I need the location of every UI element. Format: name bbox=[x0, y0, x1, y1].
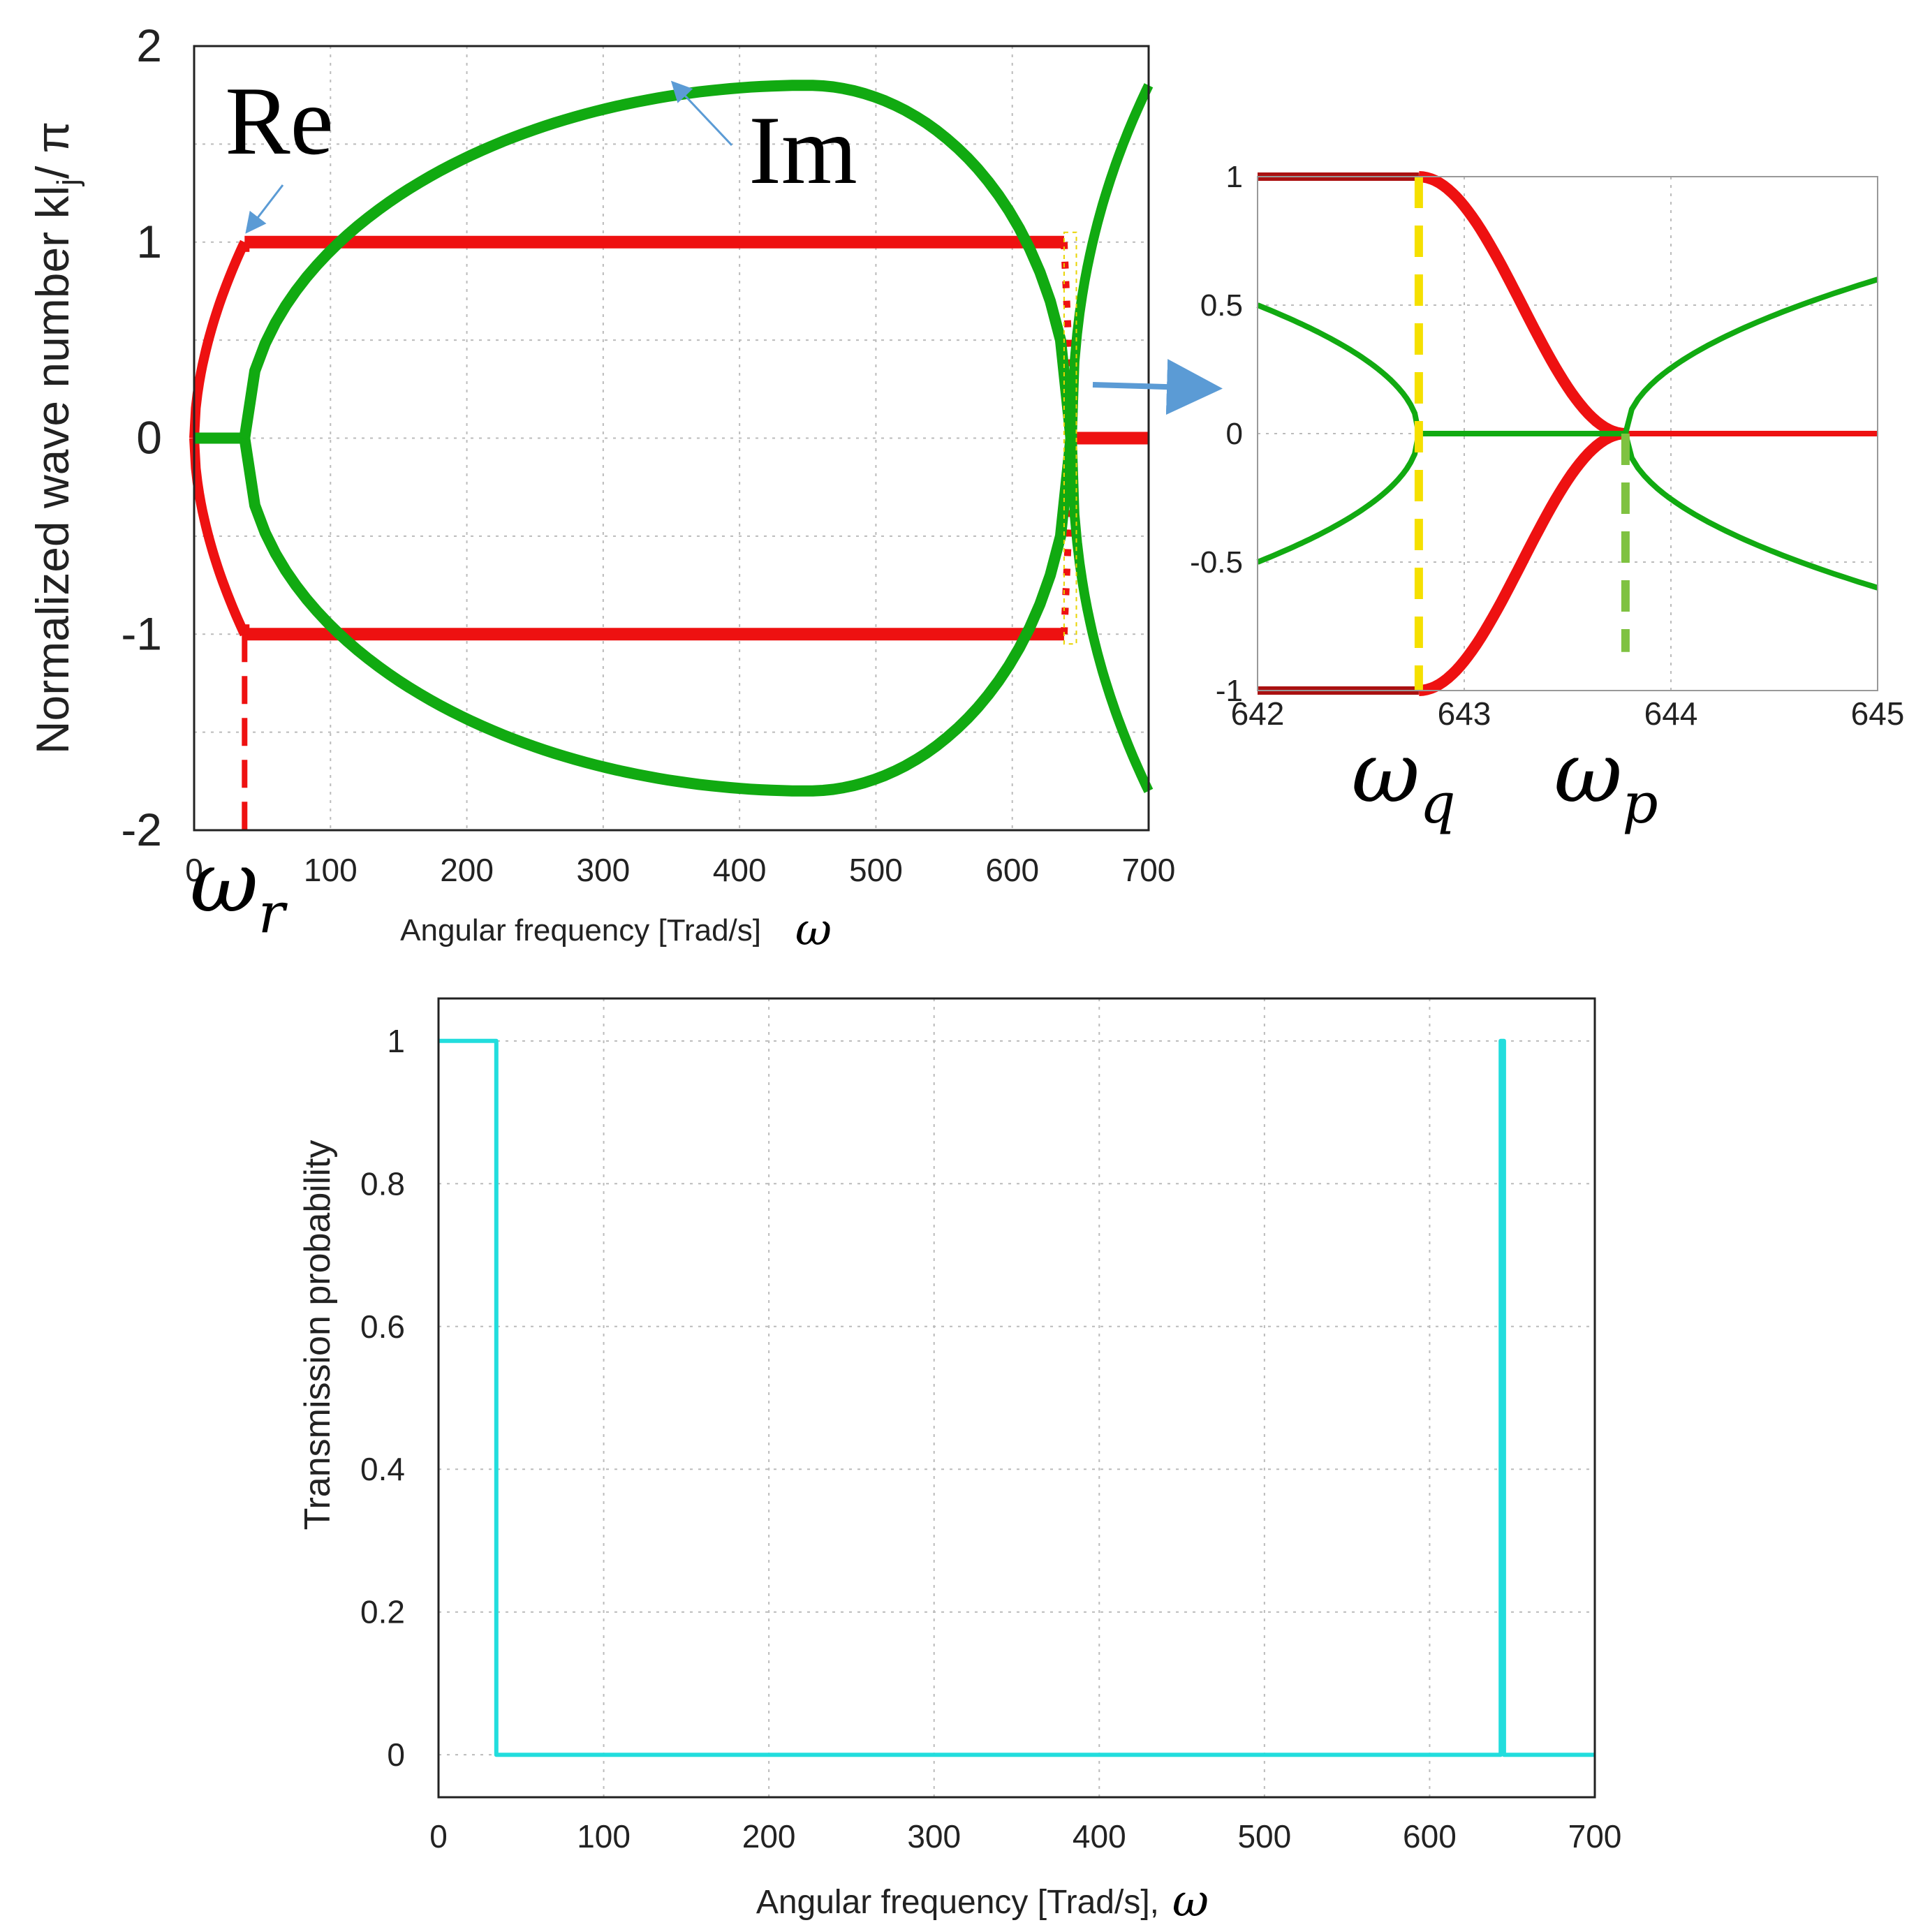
dispersion-x-tick-500: 500 bbox=[849, 852, 903, 888]
dispersion-series bbox=[189, 80, 1154, 830]
transmission-x-tick-400: 400 bbox=[1073, 1818, 1126, 1854]
im-annotation-arrow bbox=[670, 80, 733, 147]
transmission-y-tick-0.4: 0.4 bbox=[360, 1451, 405, 1487]
zoom-y-tick--0.5: -0.5 bbox=[1190, 545, 1243, 580]
dispersion-x-tick-100: 100 bbox=[304, 852, 358, 888]
dispersion-x-tick-0: 0 bbox=[185, 852, 203, 888]
omega-q-label: ωq bbox=[1351, 725, 1455, 836]
dispersion-y-tick-1: 1 bbox=[136, 216, 162, 267]
dispersion-x-axis-symbol: ω bbox=[795, 904, 832, 956]
transmission-y-ticks: 1 0.8 0.6 0.4 0.2 0 bbox=[360, 1023, 405, 1773]
transmission-x-axis-symbol: ω bbox=[1172, 1875, 1209, 1927]
dispersion-y-tick--1: -1 bbox=[121, 607, 162, 659]
zoom-y-tick-0.5: 0.5 bbox=[1200, 288, 1243, 323]
zoom-plot-frame bbox=[1257, 176, 1878, 691]
zoom-y-ticks: 1 0.5 0 -0.5 -1 bbox=[1190, 160, 1243, 708]
transmission-y-tick-0: 0 bbox=[387, 1736, 405, 1773]
dispersion-y-axis-label: Normalized wave number klj/ π bbox=[27, 121, 85, 754]
dispersion-chart: 0 100 200 300 400 500 600 700 2 1 0 -1 -2 Normalize… bbox=[27, 20, 1223, 956]
omega-p-label: ωp bbox=[1554, 725, 1658, 836]
zoom-x-tick-643: 643 bbox=[1438, 695, 1491, 732]
dispersion-x-axis-label: Angular frequency [Trad/s] bbox=[400, 913, 761, 947]
re-annotation: Re bbox=[225, 67, 334, 175]
transmission-chart: 0 100 200 300 400 500 600 700 1 0.8 0.6 0.4 0.2 0 Tr… bbox=[297, 997, 1621, 1927]
dispersion-y-tick--2: -2 bbox=[121, 804, 162, 855]
dispersion-x-tick-200: 200 bbox=[440, 852, 494, 888]
transmission-grid bbox=[439, 998, 1595, 1797]
re-annotation-arrow bbox=[245, 184, 284, 234]
transmission-plot-frame bbox=[437, 997, 1596, 1799]
transmission-x-axis-label: Angular frequency [Trad/s], bbox=[756, 1884, 1159, 1921]
imag-branch-positive bbox=[239, 80, 1077, 439]
transmission-y-tick-0.2: 0.2 bbox=[360, 1594, 405, 1630]
transmission-x-tick-100: 100 bbox=[577, 1818, 631, 1854]
dispersion-y-ticks: 2 1 0 -1 -2 bbox=[121, 20, 162, 855]
zoom-y-tick--1: -1 bbox=[1216, 674, 1243, 708]
zoom-x-ticks: 642 643 644 645 bbox=[1231, 695, 1905, 732]
zoom-chart: 642 643 644 645 1 0.5 0 -0.5 -1 ωq ωp bbox=[1190, 160, 1904, 836]
dispersion-plot-frame bbox=[193, 45, 1150, 832]
dispersion-x-tick-300: 300 bbox=[576, 852, 630, 888]
dispersion-x-tick-700: 700 bbox=[1122, 852, 1176, 888]
transmission-series bbox=[439, 1038, 1595, 1757]
transmission-x-tick-500: 500 bbox=[1237, 1818, 1291, 1854]
zoom-imag-right-negative bbox=[1623, 433, 1879, 591]
transmission-x-tick-200: 200 bbox=[742, 1818, 796, 1854]
transmission-y-axis-label: Transmission probability bbox=[297, 1140, 338, 1531]
zoom-real-drop-positive bbox=[1417, 171, 1627, 439]
transmission-x-tick-600: 600 bbox=[1403, 1818, 1457, 1854]
dispersion-y-tick-2: 2 bbox=[136, 20, 162, 71]
zoom-imag-left-negative bbox=[1256, 433, 1422, 565]
dispersion-y-tick-0: 0 bbox=[136, 412, 162, 464]
zoom-y-tick-0: 0 bbox=[1226, 417, 1243, 451]
zoom-region-box bbox=[1063, 231, 1077, 645]
im-annotation: Im bbox=[749, 96, 857, 205]
transmission-y-tick-0.6: 0.6 bbox=[360, 1308, 405, 1345]
dispersion-x-tick-600: 600 bbox=[985, 852, 1039, 888]
zoom-arrow bbox=[1092, 359, 1223, 415]
omega-r-label: ωr bbox=[190, 834, 288, 945]
zoom-x-tick-644: 644 bbox=[1644, 695, 1698, 732]
real-rise-negative bbox=[189, 438, 249, 637]
transmission-curve bbox=[439, 1038, 1595, 1757]
imag-reopen-positive bbox=[1067, 83, 1154, 438]
dispersion-x-tick-400: 400 bbox=[713, 852, 767, 888]
transmission-x-tick-0: 0 bbox=[429, 1818, 448, 1854]
transmission-y-tick-1: 1 bbox=[387, 1023, 405, 1059]
transmission-y-tick-0.8: 0.8 bbox=[360, 1165, 405, 1202]
zoom-real-drop-negative bbox=[1417, 428, 1627, 696]
zoom-series bbox=[1256, 171, 1879, 696]
zoom-imag-right-positive bbox=[1623, 276, 1879, 434]
real-rise-positive bbox=[189, 239, 249, 438]
transmission-x-ticks: 0 100 200 300 400 500 600 700 bbox=[429, 1818, 1621, 1854]
dispersion-x-ticks: 0 100 200 300 400 500 600 700 bbox=[185, 852, 1175, 888]
imag-reopen-negative bbox=[1067, 438, 1154, 793]
dispersion-grid bbox=[194, 46, 1149, 830]
transmission-x-tick-300: 300 bbox=[907, 1818, 961, 1854]
zoom-imag-left-positive bbox=[1256, 302, 1422, 434]
imag-branch-negative bbox=[239, 437, 1077, 797]
zoom-x-tick-645: 645 bbox=[1851, 695, 1905, 732]
zoom-y-tick-1: 1 bbox=[1226, 160, 1243, 194]
zoom-x-tick-642: 642 bbox=[1231, 695, 1285, 732]
transmission-x-tick-700: 700 bbox=[1568, 1818, 1622, 1854]
